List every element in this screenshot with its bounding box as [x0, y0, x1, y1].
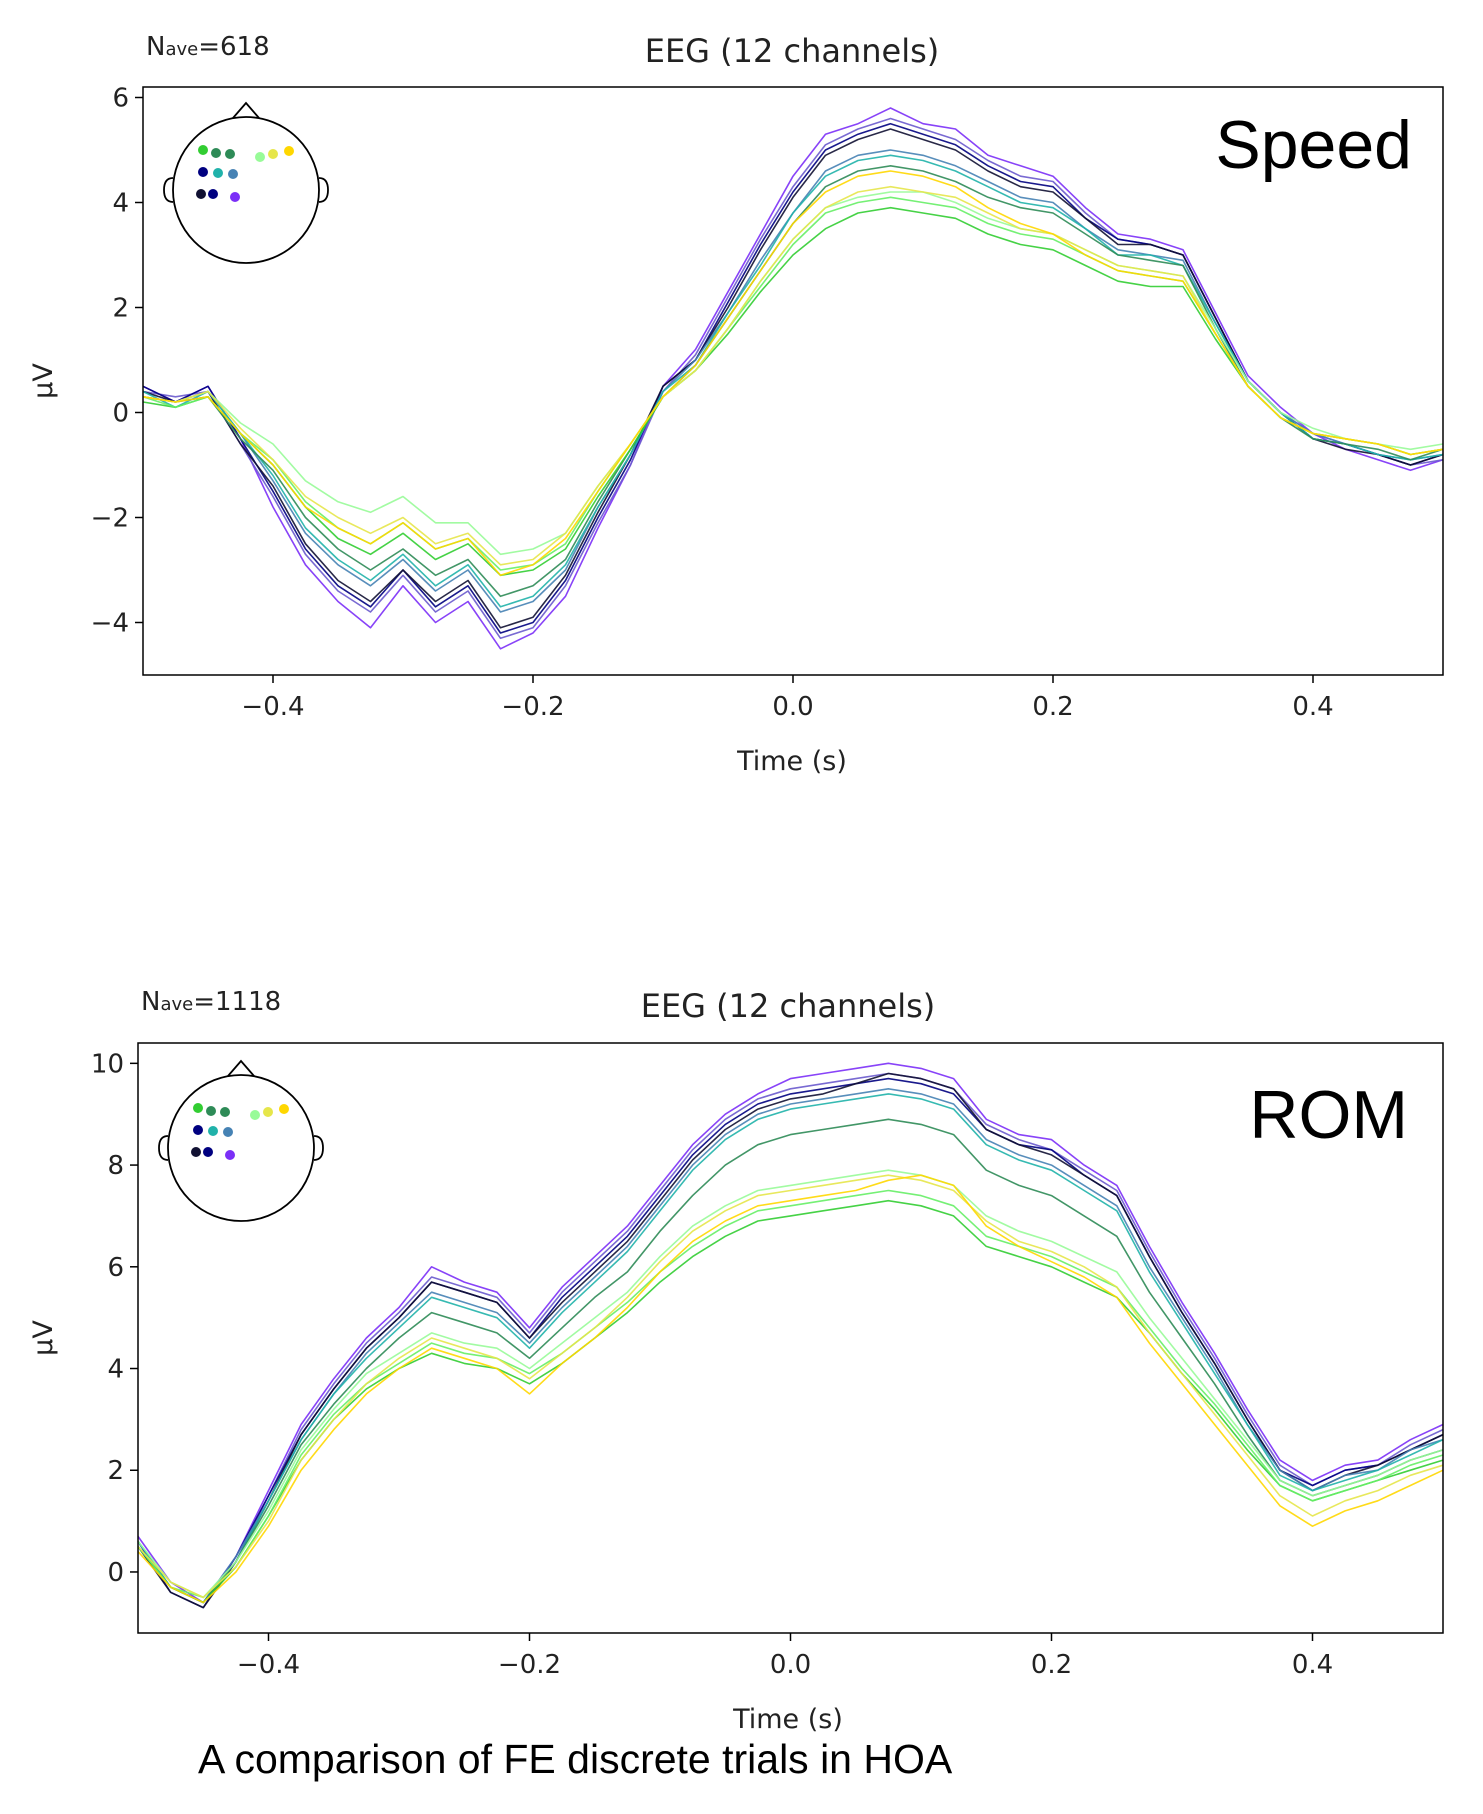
speed-sensor-dot-11 [268, 149, 278, 159]
speed-sensor-map-inset [163, 101, 329, 264]
speed-channel-trace-6 [142, 154, 1444, 608]
speed-x-tick-label: 0.2 [1032, 692, 1073, 722]
rom-y-tick-label: 6 [107, 1253, 124, 1283]
rom-channel-trace-12 [137, 1174, 1444, 1604]
speed-sensor-dot-6 [228, 169, 238, 179]
rom-channel-trace-10 [137, 1169, 1444, 1599]
rom-y-axis: 0 2 4 6 8 10 [91, 1049, 138, 1588]
rom-sensor-dot-4 [193, 1125, 203, 1135]
rom-sensor-dot-3 [220, 1107, 230, 1117]
speed-sensor-dot-12 [284, 146, 294, 156]
speed-channel-trace-4 [142, 128, 1444, 629]
rom-x-tick-label: −0.4 [237, 1650, 300, 1680]
speed-sensor-dot-3 [225, 149, 235, 159]
speed-x-tick-label: 0.4 [1292, 692, 1333, 722]
rom-right-ear [313, 1135, 324, 1161]
figure-caption: A comparison of FE discrete trials in HO… [198, 1736, 953, 1782]
rom-sensor-map-inset [158, 1059, 324, 1222]
rom-channel-trace-8 [137, 1199, 1444, 1604]
speed-sensor-dot-4 [198, 167, 208, 177]
speed-y-axis: −4 −2 0 2 4 6 [91, 84, 143, 639]
speed-y-tick-label: 4 [112, 189, 129, 219]
rom-x-tick-label: 0.0 [770, 1650, 811, 1680]
rom-y-tick-label: 10 [91, 1049, 124, 1079]
speed-nave-label: Nave=618 [146, 32, 270, 62]
speed-left-ear [163, 177, 174, 203]
rom-sensor-dot-5 [208, 1126, 218, 1136]
speed-sensor-dot-7 [196, 189, 206, 199]
speed-x-tick-label: 0.0 [772, 692, 813, 722]
rom-traces [137, 1062, 1444, 1609]
rom-x-axis: −0.4 −0.2 0.0 0.2 0.4 [237, 1633, 1333, 1680]
speed-channel-trace-10 [142, 191, 1444, 556]
speed-sensor-dot-5 [213, 168, 223, 178]
rom-channel-trace-11 [137, 1174, 1444, 1599]
rom-nave-label: Nave=1118 [141, 987, 281, 1017]
speed-head-outline [172, 116, 320, 264]
speed-sensor-dot-9 [230, 192, 240, 202]
rom-panel-title: EEG (12 channels) [641, 987, 936, 1025]
rom-channel-trace-6 [137, 1093, 1444, 1604]
speed-channel-trace-3 [142, 122, 1444, 634]
rom-y-axis-label: μV [28, 1320, 59, 1356]
rom-condition-label: ROM [1249, 1077, 1408, 1153]
rom-nose-outline [227, 1059, 255, 1077]
speed-nose-outline [232, 101, 260, 119]
speed-sensor-dot-1 [198, 145, 208, 155]
speed-channel-trace-9 [142, 196, 1444, 571]
speed-y-tick-label: 6 [112, 84, 129, 114]
rom-x-tick-label: −0.2 [498, 1650, 561, 1680]
speed-y-axis-label: μV [28, 363, 59, 399]
rom-sensor-dot-11 [263, 1107, 273, 1117]
speed-y-tick-label: 2 [112, 294, 129, 324]
rom-left-ear [158, 1135, 169, 1161]
rom-channel-trace-2 [137, 1072, 1444, 1604]
rom-sensor-dot-9 [225, 1150, 235, 1160]
rom-y-tick-label: 2 [107, 1456, 124, 1486]
speed-y-tick-label: −2 [91, 504, 129, 534]
speed-sensor-dot-8 [208, 189, 218, 199]
rom-channel-trace-1 [137, 1062, 1444, 1604]
rom-channel-trace-4 [137, 1072, 1444, 1609]
rom-sensor-dot-8 [203, 1147, 213, 1157]
speed-panel-title: EEG (12 channels) [645, 32, 940, 70]
rom-x-tick-label: 0.2 [1031, 1650, 1072, 1680]
rom-x-tick-label: 0.4 [1292, 1650, 1333, 1680]
rom-channel-trace-7 [137, 1118, 1444, 1604]
rom-sensor-dot-12 [279, 1104, 289, 1114]
rom-channel-trace-3 [137, 1077, 1444, 1609]
rom-sensor-dot-7 [191, 1147, 201, 1157]
speed-condition-label: Speed [1215, 107, 1412, 183]
rom-panel: Nave=1118 EEG (12 channels) 0 2 4 6 8 10 −0.4… [28, 987, 1444, 1735]
speed-x-tick-label: −0.2 [501, 692, 564, 722]
speed-panel: Nave=618 EEG (12 channels) −4 −2 0 2 4 6 −0.4… [28, 32, 1444, 777]
speed-y-tick-label: −4 [91, 609, 129, 639]
speed-x-axis-label: Time (s) [736, 746, 847, 777]
rom-sensor-dot-2 [206, 1106, 216, 1116]
rom-plot-frame [137, 1042, 1444, 1634]
rom-sensor-dot-1 [193, 1103, 203, 1113]
rom-channel-trace-5 [137, 1088, 1444, 1604]
rom-sensor-dot-6 [223, 1127, 233, 1137]
rom-channel-trace-9 [137, 1189, 1444, 1599]
speed-channel-trace-12 [142, 170, 1444, 577]
speed-right-ear [318, 177, 329, 203]
speed-traces [142, 107, 1444, 650]
speed-sensor-dot-2 [211, 148, 221, 158]
rom-head-outline [167, 1074, 315, 1222]
rom-sensor-dot-10 [250, 1110, 260, 1120]
rom-y-tick-label: 4 [107, 1355, 124, 1385]
speed-channel-trace-8 [142, 206, 1444, 577]
rom-y-tick-label: 0 [107, 1558, 124, 1588]
speed-y-tick-label: 0 [112, 399, 129, 429]
rom-y-tick-label: 8 [107, 1151, 124, 1181]
speed-x-tick-label: −0.4 [241, 692, 304, 722]
speed-x-axis: −0.4 −0.2 0.0 0.2 0.4 [241, 675, 1334, 722]
speed-channel-trace-1 [142, 107, 1444, 650]
speed-sensor-dot-10 [255, 152, 265, 162]
rom-x-axis-label: Time (s) [732, 1704, 843, 1735]
